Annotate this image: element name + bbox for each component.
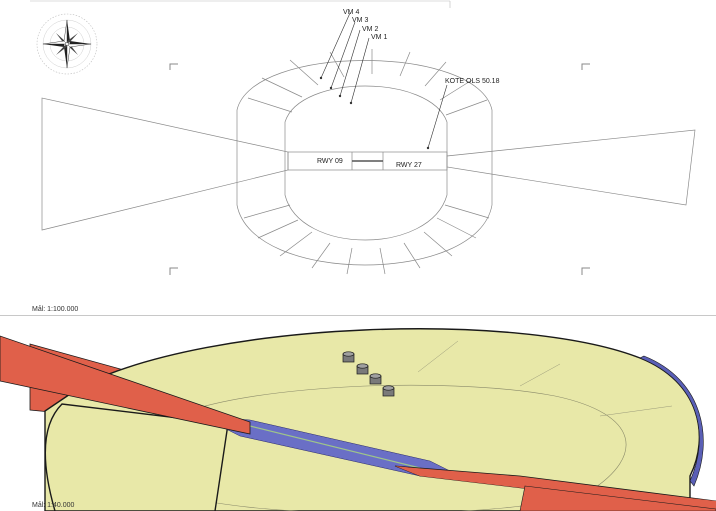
perspective-view-drawing (0, 328, 716, 511)
marker-label-vm3: VM 3 (352, 17, 368, 24)
plan-view-panel: VM 4 VM 3 VM 2 VM 1 KOTE OLS 50.18 RWY 0… (0, 0, 716, 316)
conical-surface-inner-ring (284, 85, 448, 241)
marker-vm3 (356, 363, 369, 375)
conical-surface-outer-ring (236, 60, 493, 266)
marker-label-vm4: VM 4 (343, 9, 359, 16)
marker-cylinders (342, 351, 395, 397)
plan-view-scale: Mål: 1:100.000 (32, 306, 79, 313)
marker-label-vm2: VM 2 (362, 26, 378, 33)
plan-view-drawing: VM 4 VM 3 VM 2 VM 1 KOTE OLS 50.18 RWY 0… (30, 0, 696, 275)
perspective-view-scale: Mål: 1:40.000 (32, 502, 75, 509)
conical-surface-front (44, 403, 229, 511)
approach-surface-west (41, 97, 289, 231)
approach-surface-west (0, 335, 251, 435)
marker-vm4 (342, 351, 355, 363)
compass-rose-icon (36, 13, 98, 75)
runway-27-label: RWY 27 (396, 162, 422, 169)
marker-label-vm1: VM 1 (371, 34, 387, 41)
runway-strip (287, 151, 448, 171)
marker-vm2 (369, 373, 382, 385)
marker-vm1 (382, 385, 395, 397)
perspective-view-panel: Mål: 1:40.000 (0, 316, 716, 511)
kote-ols-label: KOTE OLS 50.18 (445, 78, 500, 85)
runway-09-label: RWY 09 (317, 158, 343, 165)
approach-surface-east (446, 129, 696, 206)
